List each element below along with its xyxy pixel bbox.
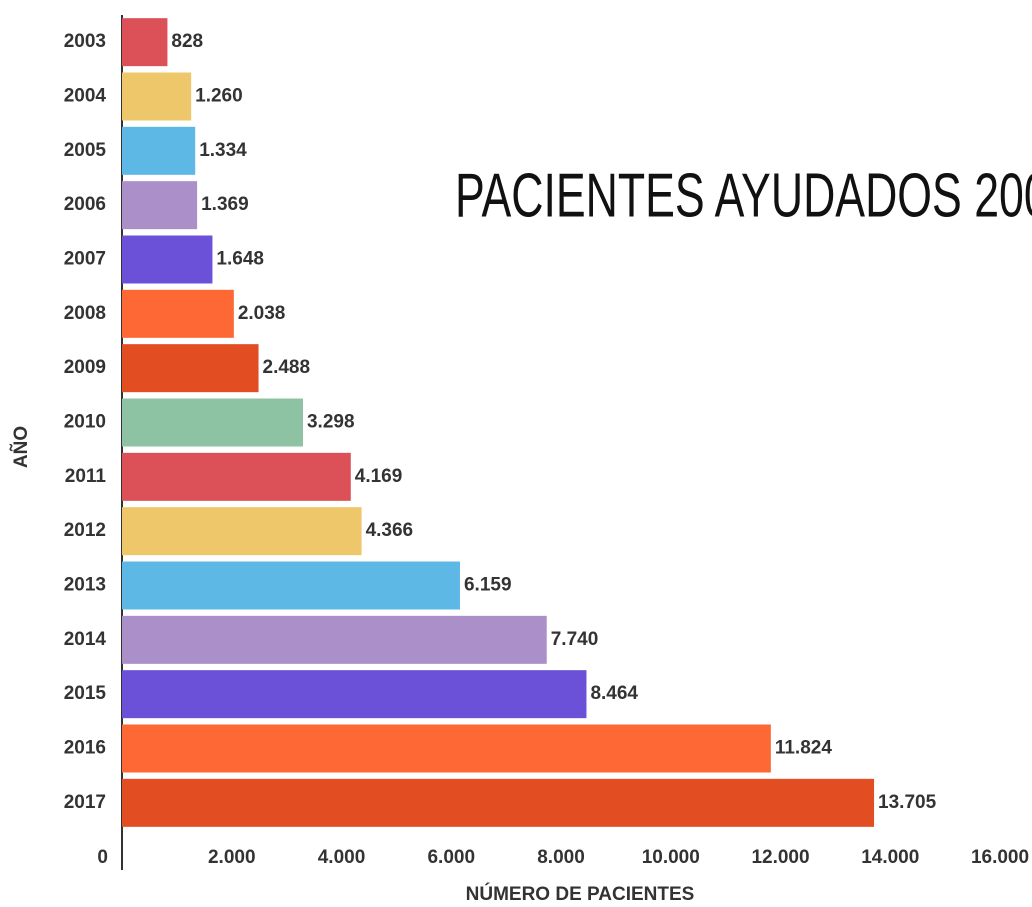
bar xyxy=(122,344,259,393)
y-tick-label: 2014 xyxy=(64,629,107,650)
value-label: 1.334 xyxy=(199,140,247,161)
bar xyxy=(122,561,460,610)
x-tick-label: 0 xyxy=(97,847,108,868)
value-label: 13.705 xyxy=(878,792,937,813)
y-tick-label: 2007 xyxy=(64,249,106,270)
bar xyxy=(122,72,192,121)
y-tick-label: 2010 xyxy=(64,412,106,433)
x-tick-label: 10.000 xyxy=(642,847,700,868)
x-tick-label: 4.000 xyxy=(318,847,366,868)
x-tick-label: 14.000 xyxy=(861,847,919,868)
y-tick-label: 2011 xyxy=(65,466,107,487)
bar xyxy=(122,507,362,556)
bar xyxy=(122,181,198,230)
x-axis-label: NÚMERO DE PACIENTES xyxy=(466,883,695,905)
value-label: 1.648 xyxy=(216,249,264,270)
y-tick-label: 2016 xyxy=(64,738,106,759)
chart-title: PACIENTES AYUDADOS 200 xyxy=(455,161,1032,230)
y-tick-label: 2008 xyxy=(64,303,106,324)
x-tick-label: 12.000 xyxy=(751,847,809,868)
value-label: 4.366 xyxy=(366,520,414,541)
y-tick-label: 2012 xyxy=(64,520,106,541)
value-label: 1.369 xyxy=(201,194,249,215)
y-tick-label: 2013 xyxy=(64,575,106,596)
value-label: 7.740 xyxy=(551,629,599,650)
y-tick-label: 2017 xyxy=(64,792,106,813)
y-tick-label: 2009 xyxy=(64,357,106,378)
x-tick-label: 6.000 xyxy=(427,847,475,868)
value-label: 11.824 xyxy=(775,738,832,759)
value-label: 6.159 xyxy=(464,575,512,596)
value-label: 2.038 xyxy=(238,303,286,324)
bar xyxy=(122,235,213,284)
value-label: 3.298 xyxy=(307,412,355,433)
y-tick-label: 2004 xyxy=(64,86,107,107)
bar xyxy=(122,670,587,719)
x-tick-label: 8.000 xyxy=(537,847,585,868)
value-label: 2.488 xyxy=(263,357,311,378)
value-label: 4.169 xyxy=(355,466,403,487)
x-tick-label: 16.000 xyxy=(971,847,1029,868)
bar xyxy=(122,289,234,338)
bar xyxy=(122,398,303,447)
bar xyxy=(122,615,547,664)
value-label: 1.260 xyxy=(195,86,243,107)
value-label: 8.464 xyxy=(590,683,638,704)
bar xyxy=(122,724,771,773)
y-tick-label: 2003 xyxy=(64,31,106,52)
y-tick-label: 2005 xyxy=(64,140,107,161)
bar xyxy=(122,778,875,827)
bar xyxy=(122,126,196,175)
bar xyxy=(122,18,168,67)
y-tick-label: 2006 xyxy=(64,194,106,215)
bar xyxy=(122,452,351,501)
value-label: 828 xyxy=(171,31,203,52)
x-tick-label: 2.000 xyxy=(208,847,256,868)
y-tick-label: 2015 xyxy=(64,683,107,704)
y-axis-label: AÑO xyxy=(10,426,32,468)
